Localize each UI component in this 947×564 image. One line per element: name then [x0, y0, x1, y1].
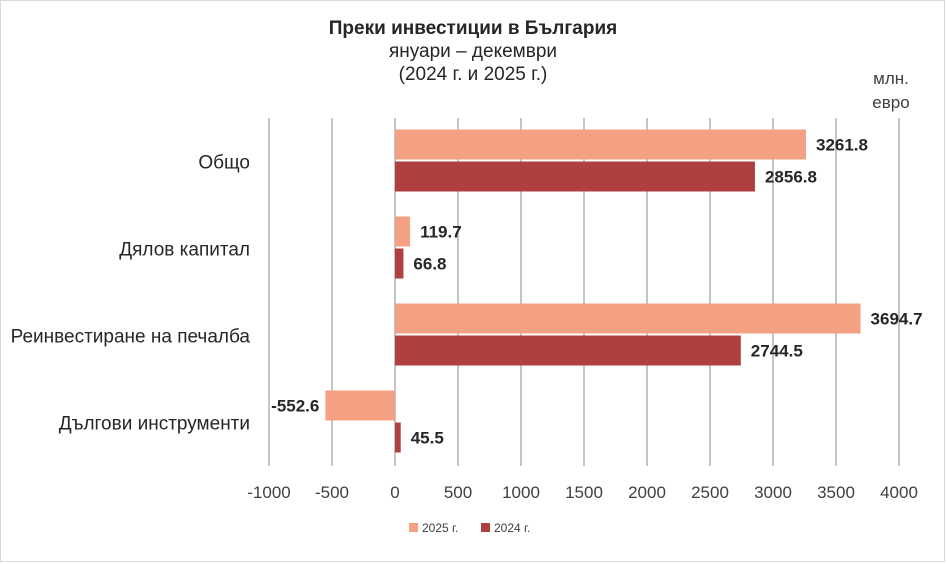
- category-label: Дялов капитал: [119, 240, 250, 261]
- x-tick-label: -1000: [247, 483, 290, 502]
- x-tick-label: -500: [315, 483, 349, 502]
- chart-title: Преки инвестиции в България: [328, 18, 618, 39]
- x-tick-label: 1500: [565, 483, 603, 502]
- data-label: 66.8: [413, 255, 446, 274]
- unit-label-line1: млн.: [873, 69, 909, 88]
- bar-2024: [395, 161, 755, 192]
- data-label: 3694.7: [871, 310, 923, 329]
- legend-label: 2024 г.: [494, 521, 530, 535]
- chart-period: (2024 г. и 2025 г.): [398, 64, 548, 85]
- chart-title-block: Преки инвестиции в България януари – дек…: [273, 17, 673, 87]
- bar-2025: [325, 390, 395, 421]
- x-tick-label: 2500: [691, 483, 729, 502]
- data-label: 2744.5: [751, 342, 803, 361]
- x-tick-label: 4000: [880, 483, 918, 502]
- bar-2025: [395, 216, 411, 247]
- x-tick-label: 2000: [628, 483, 666, 502]
- legend-swatch-2024: [481, 523, 490, 532]
- chart-subtitle: януари – декември: [388, 41, 558, 62]
- bar-2024: [395, 248, 404, 279]
- legend-swatch-2025: [409, 523, 418, 532]
- category-label: Общо: [198, 153, 250, 174]
- data-label: 45.5: [411, 429, 444, 448]
- bar-2025: [395, 303, 861, 334]
- data-label: 3261.8: [816, 136, 868, 155]
- unit-label: млн. евро: [861, 67, 921, 115]
- x-tick-label: 500: [444, 483, 472, 502]
- data-label: 2856.8: [765, 168, 817, 187]
- bar-2025: [395, 129, 806, 160]
- category-label: Реинвестиране на печалба: [11, 327, 251, 348]
- data-label: 119.7: [420, 223, 462, 242]
- data-label: -552.6: [271, 397, 319, 416]
- legend-label: 2025 г.: [422, 521, 458, 535]
- unit-label-line2: евро: [872, 93, 910, 112]
- bar-2024: [395, 335, 741, 366]
- category-label: Дългови инструменти: [59, 414, 250, 435]
- bar-2024: [395, 422, 401, 453]
- x-tick-label: 3500: [817, 483, 855, 502]
- x-tick-label: 1000: [502, 483, 540, 502]
- x-tick-label: 3000: [754, 483, 792, 502]
- x-tick-label: 0: [390, 483, 399, 502]
